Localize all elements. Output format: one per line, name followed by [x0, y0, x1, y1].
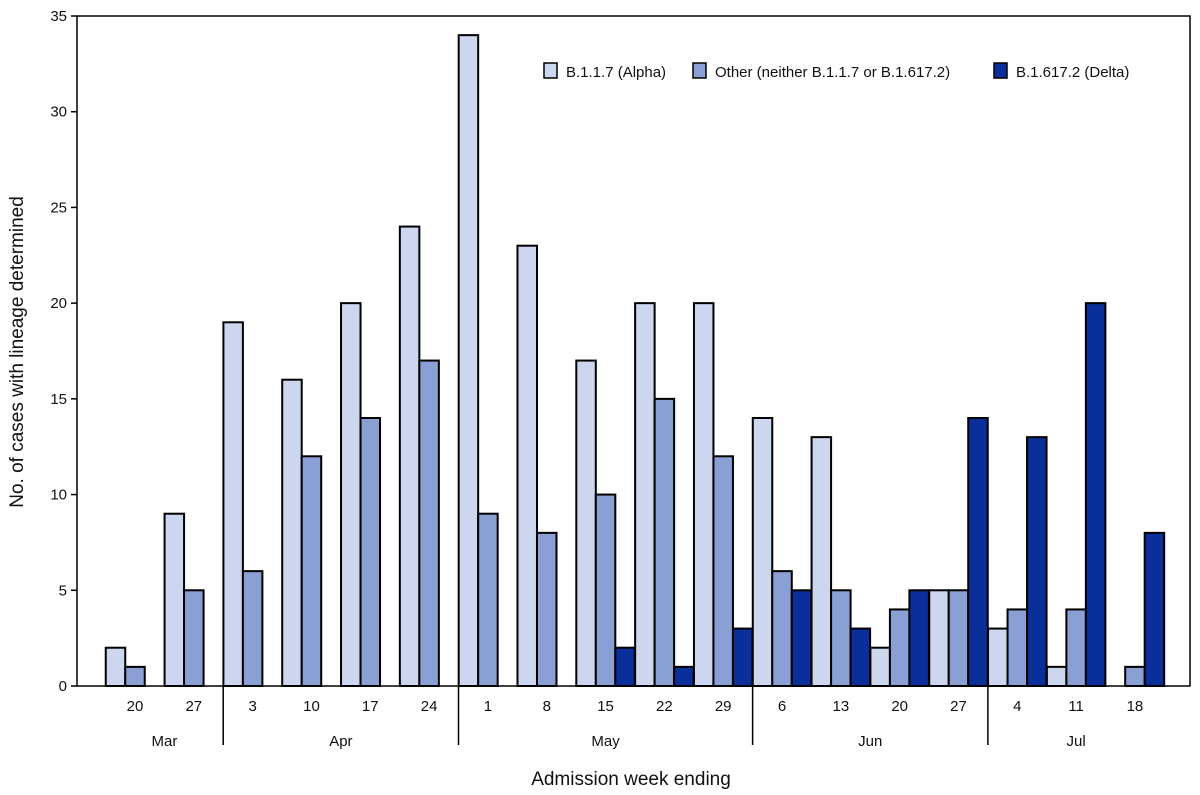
x-tick-label: 27	[950, 698, 967, 715]
bar-series-1-week-7	[457, 34, 480, 687]
y-tick-label: 25	[50, 199, 67, 216]
bar-series-2-week-10	[653, 397, 676, 687]
bar-series-2-week-16	[1006, 608, 1029, 687]
bar-series-1-week-1	[104, 646, 127, 688]
month-label: May	[591, 733, 620, 750]
bar-series-2-week-4	[300, 455, 323, 688]
x-tick-label: 29	[715, 698, 732, 715]
bar-series-1-week-12	[751, 417, 774, 687]
bar-series-1-week-9	[575, 359, 597, 687]
bar-series-1-week-4	[281, 378, 303, 687]
bar-series-2-week-13	[830, 589, 852, 687]
month-label: Apr	[329, 733, 352, 750]
bar-series-3-week-10	[673, 665, 695, 687]
plot-frame	[76, 15, 1191, 687]
bar-series-2-week-11	[712, 455, 734, 688]
legend-label-series-2: Other (neither B.1.1.7 or B.1.617.2)	[715, 64, 950, 81]
bar-series-1-week-11	[692, 302, 715, 687]
y-tick-label: 10	[50, 487, 67, 504]
bar-series-2-week-18	[1124, 665, 1146, 687]
bar-series-3-week-17	[1084, 302, 1107, 687]
bar-series-2-week-5	[359, 417, 382, 687]
bar-series-1-week-5	[340, 302, 362, 687]
bars-layer	[104, 34, 1166, 688]
bar-series-2-week-7	[477, 512, 499, 688]
bar-series-3-week-11	[731, 627, 754, 688]
bar-series-2-week-2	[183, 589, 205, 687]
bar-series-2-week-8	[535, 531, 558, 687]
bar-series-1-week-6	[398, 225, 421, 687]
bar-series-1-week-2	[163, 512, 186, 688]
bar-series-1-week-3	[222, 321, 244, 687]
bar-series-3-week-13	[849, 627, 872, 688]
legend-swatch-series-3	[993, 62, 1008, 79]
x-tick-label: 17	[362, 698, 379, 715]
legend: B.1.1.7 (Alpha) Other (neither B.1.1.7 or…	[543, 62, 1129, 81]
bar-series-1-week-16	[987, 627, 1009, 688]
bar-series-2-week-12	[771, 570, 793, 688]
y-tick-label: 30	[50, 104, 67, 121]
month-label: Mar	[151, 733, 177, 750]
bar-series-2-week-3	[241, 570, 264, 688]
bar-series-3-week-14	[908, 589, 930, 687]
x-tick-label: 10	[303, 698, 320, 715]
bar-series-3-week-9	[614, 646, 636, 688]
bar-series-1-week-15	[928, 589, 950, 687]
bar-series-3-week-12	[790, 589, 813, 687]
x-tick-label: 6	[778, 698, 786, 715]
y-tick-label: 35	[50, 8, 67, 25]
legend-swatch-series-2	[692, 62, 707, 79]
bar-series-2-week-9	[594, 493, 617, 687]
bar-series-3-week-16	[1026, 436, 1048, 688]
bar-series-1-week-13	[810, 436, 833, 688]
y-tick-label: 20	[50, 295, 67, 312]
bar-series-1-week-10	[634, 302, 656, 687]
x-tick-label: 24	[421, 698, 438, 715]
y-tick-label: 0	[59, 678, 67, 695]
bar-series-3-week-15	[967, 417, 989, 687]
axes-layer	[76, 15, 1191, 687]
x-axis-title: Admission week ending	[531, 769, 731, 790]
bar-series-2-week-17	[1065, 608, 1087, 687]
x-tick-label: 13	[832, 698, 849, 715]
x-tick-label: 15	[597, 698, 614, 715]
legend-swatch-series-1	[543, 62, 558, 79]
y-axis-title: No. of cases with lineage determined	[7, 196, 28, 508]
bar-series-2-week-6	[418, 359, 440, 687]
month-label: Jun	[858, 733, 882, 750]
x-tick-label: 4	[1013, 698, 1021, 715]
bar-series-3-week-18	[1143, 531, 1166, 687]
month-label: Jul	[1067, 733, 1086, 750]
y-tick-label: 15	[50, 391, 67, 408]
bar-series-1-week-8	[516, 244, 538, 688]
bar-series-1-week-17	[1045, 665, 1068, 687]
x-tick-label: 20	[127, 698, 144, 715]
x-tick-label: 8	[543, 698, 551, 715]
x-tick-label: 3	[248, 698, 256, 715]
bar-series-2-week-1	[124, 665, 146, 687]
bar-series-1-week-14	[869, 646, 891, 688]
legend-label-series-3: B.1.617.2 (Delta)	[1016, 64, 1129, 81]
x-tick-label: 18	[1127, 698, 1144, 715]
x-tick-label: 27	[185, 698, 202, 715]
bar-series-2-week-14	[888, 608, 911, 687]
y-tick-label: 5	[59, 582, 67, 599]
legend-label-series-1: B.1.1.7 (Alpha)	[566, 64, 666, 81]
x-tick-label: 1	[484, 698, 492, 715]
x-tick-label: 11	[1068, 698, 1084, 715]
bar-series-2-week-15	[947, 589, 970, 687]
x-tick-label: 22	[656, 698, 673, 715]
x-tick-label: 20	[891, 698, 908, 715]
